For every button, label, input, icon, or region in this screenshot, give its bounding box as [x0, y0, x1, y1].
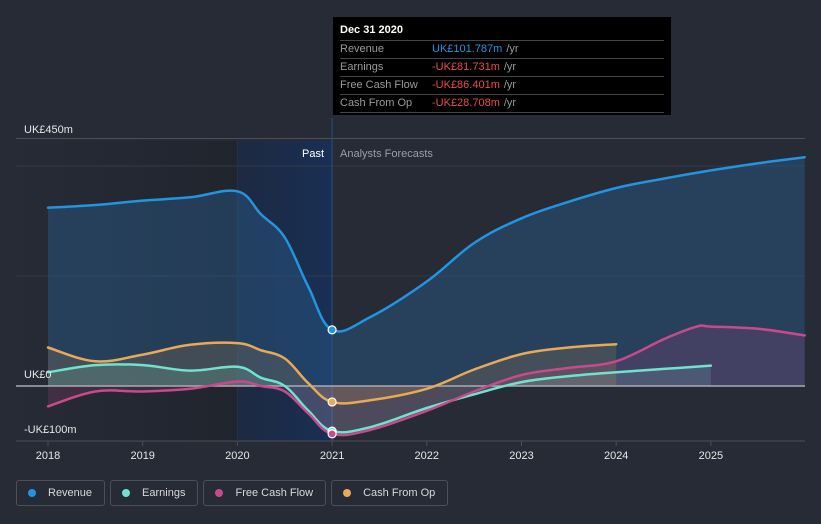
cash-from-op-dot-icon — [343, 489, 352, 497]
legend-item-cash-from-op[interactable]: Cash From Op — [331, 480, 449, 506]
tooltip-unit: /yr — [503, 79, 517, 91]
x-tick-label: 2019 — [130, 450, 154, 462]
legend-item-earnings[interactable]: Earnings — [110, 480, 199, 506]
tooltip-unit: /yr — [506, 43, 519, 55]
revenue-area — [48, 157, 805, 386]
x-tick-label: 2023 — [509, 450, 533, 462]
legend-label: Free Cash Flow — [235, 487, 314, 499]
x-tick-label: 2020 — [225, 450, 249, 462]
tooltip-value: UK£101.787m — [432, 43, 503, 55]
cash-from-op-marker — [327, 397, 337, 407]
cash-from-op-area — [48, 342, 617, 404]
tooltip-value: -UK£86.401m — [432, 79, 500, 91]
cash-from-op-line — [46, 341, 618, 405]
legend-label: Revenue — [48, 487, 93, 499]
tooltip-row-cash-from-op: Cash From Op -UK£28.708m /yr — [340, 95, 664, 113]
legend-item-free-cash-flow[interactable]: Free Cash Flow — [203, 480, 327, 506]
tooltip: Dec 31 2020 Revenue UK£101.787m /yr Earn… — [333, 17, 671, 115]
y-tick-label-450: UK£450m — [24, 124, 73, 136]
legend-item-revenue[interactable]: Revenue — [16, 480, 106, 506]
past-label: Past — [302, 148, 324, 160]
tooltip-value: -UK£81.731m — [432, 61, 500, 73]
free-cash-flow-area — [48, 325, 805, 436]
tooltip-label: Free Cash Flow — [340, 79, 418, 91]
right-margin — [805, 141, 821, 441]
tooltip-label: Revenue — [340, 43, 385, 55]
tooltip-label: Cash From Op — [340, 97, 413, 109]
revenue-marker — [327, 325, 337, 335]
x-tick-label: 2021 — [320, 450, 344, 462]
tooltip-row-earnings: Earnings -UK£81.731m /yr — [340, 59, 664, 77]
free-cash-flow-line — [46, 324, 806, 437]
tooltip-row-free-cash-flow: Free Cash Flow -UK£86.401m /yr — [340, 77, 664, 95]
earnings-dot-icon — [122, 489, 131, 497]
tooltip-date: Dec 31 2020 — [340, 23, 664, 41]
tooltip-unit: /yr — [503, 61, 517, 73]
legend-label: Cash From Op — [363, 487, 436, 499]
y-tick-label-0: UK£0 — [24, 369, 52, 381]
free-cash-flow-marker — [327, 429, 337, 439]
legend-label: Earnings — [142, 487, 186, 499]
forecast-label: Analysts Forecasts — [340, 148, 433, 160]
x-tick-label: 2025 — [699, 450, 723, 462]
revenue-line — [46, 155, 806, 333]
tooltip-value: -UK£28.708m — [432, 97, 500, 109]
x-tick-label: 2018 — [36, 450, 60, 462]
x-tick-label: 2024 — [604, 450, 628, 462]
revenue-dot-icon — [28, 489, 36, 497]
free-cash-flow-dot-icon — [215, 489, 224, 497]
legend: Revenue Earnings Free Cash Flow Cash Fro… — [16, 480, 449, 506]
tooltip-unit: /yr — [503, 97, 517, 109]
tooltip-label: Earnings — [340, 61, 384, 73]
x-tick-label: 2022 — [415, 450, 439, 462]
y-tick-label-neg100: -UK£100m — [24, 424, 77, 436]
tooltip-row-revenue: Revenue UK£101.787m /yr — [340, 41, 664, 59]
